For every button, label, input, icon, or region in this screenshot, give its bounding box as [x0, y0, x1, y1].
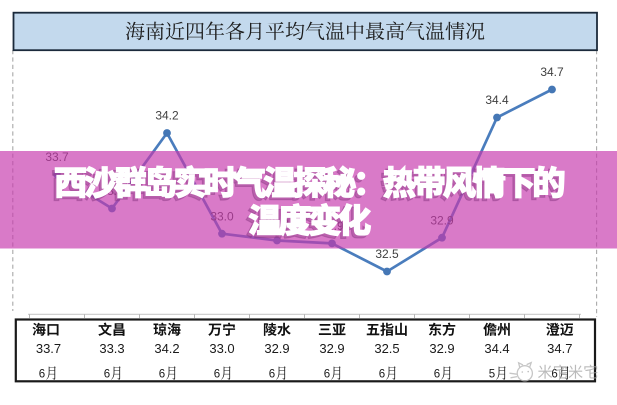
svg-text:6: 6 [269, 368, 275, 380]
svg-text:34.7: 34.7 [540, 65, 564, 79]
svg-text:6: 6 [159, 368, 165, 380]
svg-text:6: 6 [104, 368, 110, 380]
svg-text:6: 6 [434, 368, 440, 380]
svg-text:34.2: 34.2 [154, 341, 179, 356]
svg-text:6: 6 [324, 368, 330, 380]
svg-text:6: 6 [379, 368, 385, 380]
svg-text:6: 6 [39, 368, 45, 380]
svg-text:34.7: 34.7 [547, 341, 572, 356]
svg-text:32.9: 32.9 [264, 341, 289, 356]
svg-text:32.9: 32.9 [319, 341, 344, 356]
svg-text:34.4: 34.4 [485, 93, 509, 107]
svg-text:33.7: 33.7 [36, 341, 61, 356]
svg-text:32.9: 32.9 [429, 341, 454, 356]
svg-text:34.2: 34.2 [155, 109, 179, 123]
svg-text:6: 6 [551, 368, 557, 380]
svg-text:6: 6 [214, 368, 220, 380]
svg-text:32.5: 32.5 [375, 247, 399, 261]
svg-text:34.4: 34.4 [484, 341, 509, 356]
svg-text:33.3: 33.3 [99, 341, 124, 356]
svg-text:32.5: 32.5 [374, 341, 399, 356]
svg-text:33.0: 33.0 [209, 341, 234, 356]
svg-text:5: 5 [489, 368, 495, 380]
